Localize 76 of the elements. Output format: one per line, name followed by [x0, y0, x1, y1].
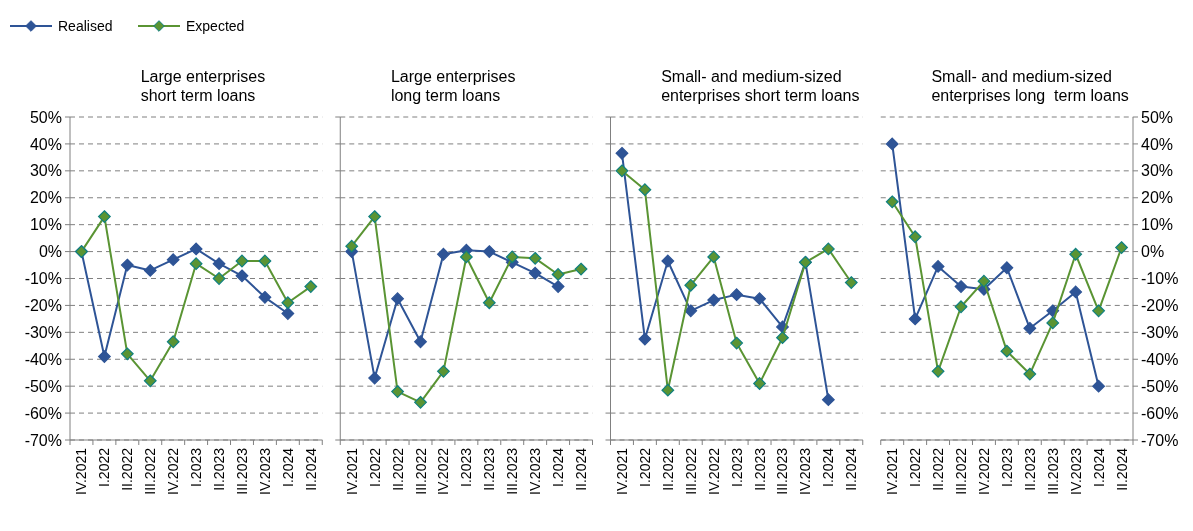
x-tick-label: I.2022	[96, 447, 113, 487]
x-tick-label: II.2022	[389, 447, 406, 491]
x-tick-label: I.2024	[279, 447, 296, 487]
x-tick-label: III.2022	[142, 447, 159, 495]
x-tick-label: III.2023	[774, 447, 791, 495]
x-tick-label: II.2022	[659, 447, 676, 491]
x-tick-label: II.2023	[1021, 447, 1038, 491]
x-tick-label: IV.2021	[73, 447, 90, 495]
chart-title: Small- and medium-sized enterprises long term loans	[931, 68, 1129, 104]
y-tick-label: -10%	[1141, 270, 1179, 288]
y-tick-label: 50%	[1141, 108, 1174, 126]
y-tick-label: -50%	[1141, 377, 1179, 395]
x-tick-label: III.2023	[233, 447, 250, 495]
x-tick-label: IV.2022	[705, 447, 722, 495]
y-tick-label: 0%	[38, 243, 62, 261]
x-tick-label: I.2024	[1090, 447, 1107, 487]
y-tick-label: 30%	[29, 162, 62, 180]
y-tick-label: -40%	[1141, 350, 1179, 368]
x-tick-label: II.2024	[573, 447, 590, 491]
y-tick-label: 10%	[29, 216, 62, 234]
x-tick-label: I.2022	[366, 447, 383, 487]
x-tick-label: IV.2023	[527, 447, 544, 495]
y-tick-label: -30%	[24, 323, 62, 341]
x-tick-label: II.2024	[1113, 447, 1130, 491]
y-tick-label: -10%	[24, 270, 62, 288]
x-tick-label: I.2023	[188, 447, 205, 487]
y-tick-label: -20%	[1141, 297, 1179, 315]
x-tick-label: I.2022	[907, 447, 924, 487]
x-tick-label: II.2024	[302, 447, 319, 491]
y-tick-label: 20%	[29, 189, 62, 207]
x-tick-label: III.2022	[412, 447, 429, 495]
y-tick-label: 0%	[1141, 243, 1165, 261]
chart-title: Large enterprises short term loans	[140, 68, 266, 104]
x-tick-label: II.2022	[119, 447, 136, 491]
x-tick-label: IV.2021	[343, 447, 360, 495]
x-tick-label: III.2022	[682, 447, 699, 495]
y-tick-label: -30%	[1141, 323, 1179, 341]
x-tick-label: I.2022	[636, 447, 653, 487]
x-tick-label: II.2022	[930, 447, 947, 491]
x-tick-label: IV.2023	[256, 447, 273, 495]
x-tick-label: III.2022	[953, 447, 970, 495]
chart-title: Small- and medium-sized enterprises short term loans	[661, 68, 860, 104]
x-tick-label: IV.2021	[884, 447, 901, 495]
y-tick-label: 20%	[1141, 189, 1174, 207]
x-tick-label: II.2023	[211, 447, 228, 491]
x-tick-label: IV.2023	[797, 447, 814, 495]
y-tick-label: -70%	[1141, 431, 1179, 449]
legend-label: Expected	[186, 17, 245, 34]
x-tick-label: II.2024	[843, 447, 860, 491]
x-tick-label: IV.2021	[613, 447, 630, 495]
x-tick-label: IV.2022	[165, 447, 182, 495]
x-tick-label: IV.2022	[975, 447, 992, 495]
x-tick-label: I.2023	[998, 447, 1015, 487]
chart-title: Large enterprises long term loans	[390, 68, 516, 104]
y-tick-label: -70%	[24, 431, 62, 449]
x-tick-label: I.2023	[728, 447, 745, 487]
legend-label: Realised	[58, 17, 113, 34]
x-tick-label: III.2023	[504, 447, 521, 495]
x-tick-label: II.2023	[751, 447, 768, 491]
y-tick-label: 10%	[1141, 216, 1174, 234]
x-tick-label: II.2023	[481, 447, 498, 491]
y-tick-label: -60%	[24, 404, 62, 422]
x-tick-label: IV.2023	[1067, 447, 1084, 495]
y-tick-label: 40%	[29, 135, 62, 153]
x-tick-label: I.2023	[458, 447, 475, 487]
y-tick-label: -60%	[1141, 404, 1179, 422]
y-tick-label: 30%	[1141, 162, 1174, 180]
y-tick-label: 40%	[1141, 135, 1174, 153]
x-tick-label: I.2024	[550, 447, 567, 487]
x-tick-label: III.2023	[1044, 447, 1061, 495]
x-tick-label: I.2024	[820, 447, 837, 487]
y-tick-label: -40%	[24, 350, 62, 368]
x-tick-label: IV.2022	[435, 447, 452, 495]
y-tick-label: -20%	[24, 297, 62, 315]
y-tick-label: 50%	[29, 108, 62, 126]
y-tick-label: -50%	[24, 377, 62, 395]
